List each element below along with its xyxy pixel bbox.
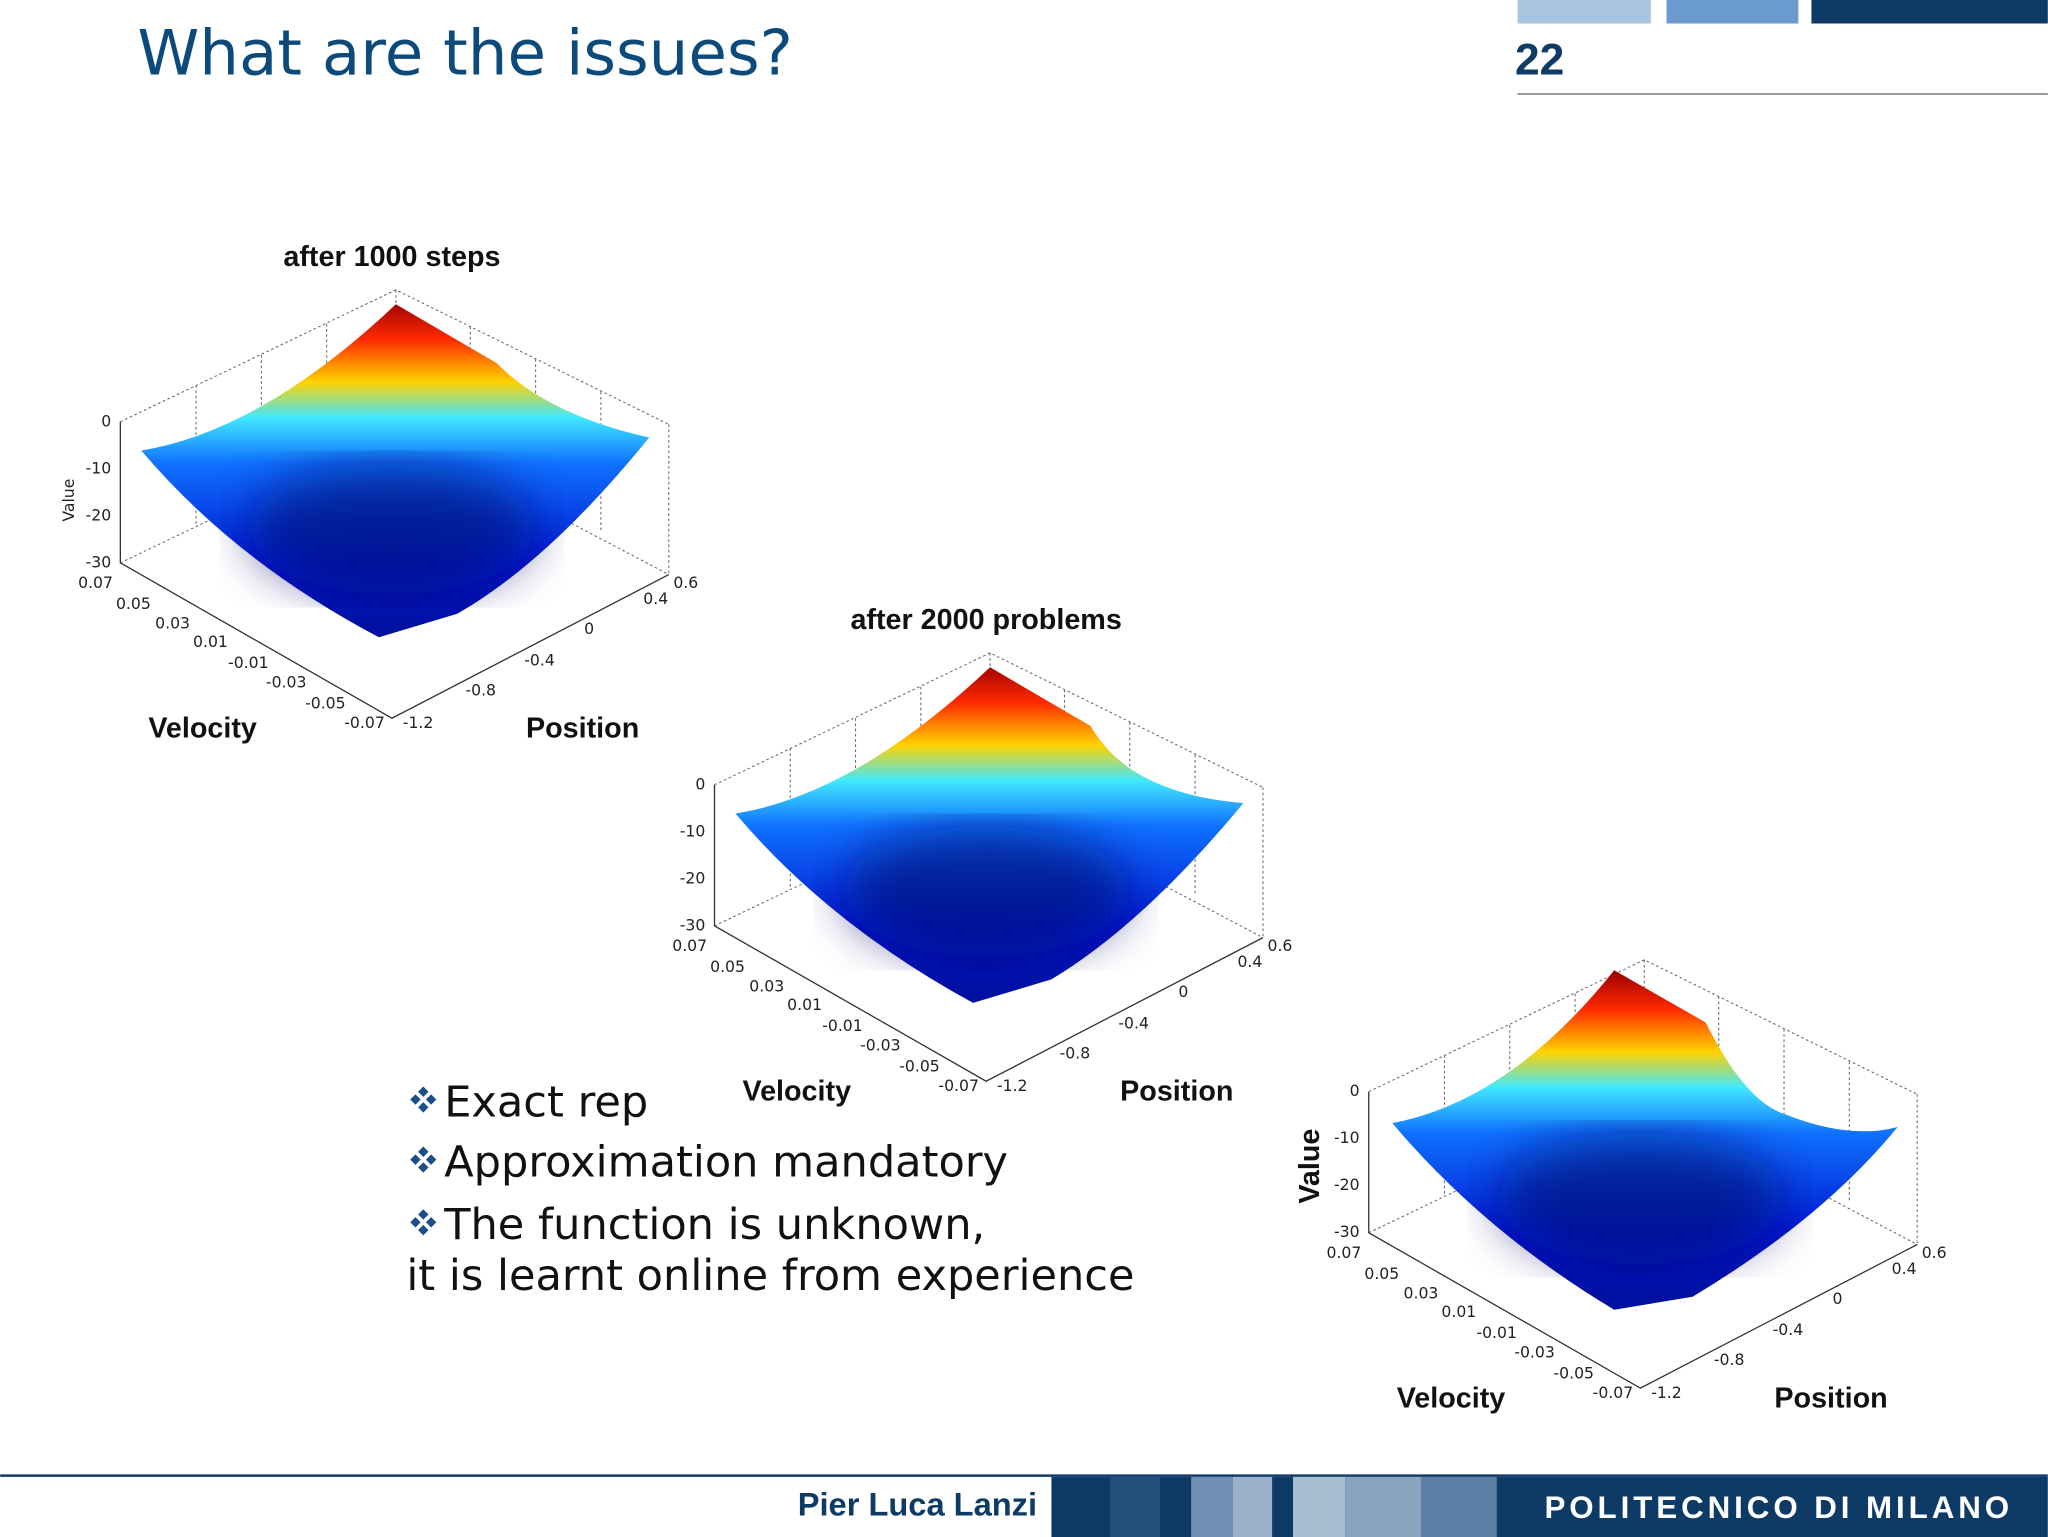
velocity-tick-label: -0.07 <box>344 713 385 732</box>
surface-shade <box>842 826 1130 958</box>
position-tick-label: -0.4 <box>1773 1320 1804 1339</box>
velocity-tick-label: 0.01 <box>193 632 228 651</box>
position-tick-label: 0 <box>584 619 594 638</box>
value-tick-label: -30 <box>1334 1222 1360 1241</box>
position-tick-label: 0.4 <box>1237 952 1262 971</box>
velocity-tick-label: -0.05 <box>1554 1363 1595 1382</box>
value-tick-label: 0 <box>695 774 705 793</box>
velocity-tick-label: 0.01 <box>1441 1302 1476 1321</box>
surface-plot: after 2000 problems0-10-20-300.070.050.0… <box>672 604 1292 1107</box>
bullet-icon <box>410 1086 437 1113</box>
plot-axes <box>1368 1091 1918 1389</box>
value-tick-label: -20 <box>86 505 112 524</box>
value-tick-label: -10 <box>86 458 112 477</box>
velocity-tick-label: -0.05 <box>899 1056 940 1075</box>
footer-stripe <box>1232 1476 1273 1537</box>
position-tick-label: -1.2 <box>1651 1383 1682 1402</box>
position-tick-label: 0.6 <box>673 573 698 592</box>
velocity-tick-label: 0.05 <box>116 594 151 613</box>
velocity-tick-label: 0.01 <box>787 995 822 1014</box>
value-tick-label: 0 <box>1350 1081 1360 1100</box>
velocity-tick-label: -0.03 <box>860 1035 901 1054</box>
position-tick-label: -1.2 <box>403 713 434 732</box>
velocity-tick-label: -0.07 <box>1593 1383 1634 1402</box>
velocity-tick-label: 0.03 <box>155 614 190 633</box>
velocity-tick-label: -0.01 <box>228 653 269 672</box>
position-tick-label: 0.4 <box>1892 1259 1917 1278</box>
bullet-list: Exact rep Approximation mandatory The fu… <box>406 1077 1134 1301</box>
surface-shade <box>1496 1133 1785 1265</box>
velocity-axis-label: Velocity <box>148 713 257 745</box>
surface-plot: 0 -10 -20 -30 0.070.05 0.030.01-0.01-0.03 -0.0… <box>1294 959 1947 1414</box>
bullet-text: Approximation mandatory <box>444 1137 1008 1187</box>
bullet-icon <box>410 1146 437 1173</box>
velocity-tick-label: 0.05 <box>710 957 745 976</box>
velocity-tick-label: -0.03 <box>266 672 307 691</box>
value-tick-label: -10 <box>1334 1128 1360 1147</box>
header-bar <box>1666 0 1799 24</box>
position-tick-label: 0.6 <box>1922 1243 1947 1262</box>
position-tick-label: 0 <box>1178 982 1188 1001</box>
position-tick-label: 0.6 <box>1267 936 1292 955</box>
value-axis-label: Value <box>59 479 78 522</box>
footer-institution: POLITECNICO DI MILANO <box>1544 1490 2013 1525</box>
footer-stripe <box>1191 1476 1233 1537</box>
velocity-tick-label: 0.07 <box>672 936 707 955</box>
velocity-tick-label: -0.07 <box>938 1076 979 1095</box>
position-axis-label: Position <box>1774 1382 1887 1414</box>
value-tick-label: -30 <box>86 552 112 571</box>
velocity-tick-label: -0.01 <box>1476 1323 1517 1342</box>
velocity-tick-label: 0.05 <box>1364 1264 1399 1283</box>
page-number: 22 <box>1515 35 1564 84</box>
footer-band: POLITECNICO DI MILANO <box>1051 1476 2048 1537</box>
position-axis-label: Position <box>526 713 639 745</box>
plot-title: after 1000 steps <box>283 241 500 273</box>
plots: after 1000 steps0-10-20-300.070.050.030.… <box>59 241 1947 1414</box>
footer-author: Pier Luca Lanzi <box>798 1486 1037 1523</box>
velocity-tick-label: 0.03 <box>1404 1284 1439 1303</box>
position-tick-label: -0.4 <box>1118 1013 1149 1032</box>
bullet-icon <box>410 1209 437 1236</box>
value-axis-label: Value <box>1294 1129 1326 1204</box>
value-tick-label: -20 <box>680 868 706 887</box>
bullet-text: Exact rep <box>444 1077 648 1127</box>
position-tick-label: -0.8 <box>465 680 496 699</box>
position-tick-label: -0.8 <box>1060 1043 1091 1062</box>
slide-title: What are the issues? <box>137 17 793 90</box>
bullet-icons <box>410 1086 437 1236</box>
header-bar <box>1517 0 1651 24</box>
surface-plot: after 1000 steps0-10-20-300.070.050.030.… <box>59 241 698 744</box>
value-tick-label: -20 <box>1334 1175 1360 1194</box>
plot-title: after 2000 problems <box>850 604 1121 636</box>
velocity-tick-label: -0.01 <box>822 1016 863 1035</box>
footer-stripe <box>1420 1476 1497 1537</box>
footer-stripe <box>1110 1476 1160 1537</box>
bullet-text: The function is unknown, <box>443 1200 985 1250</box>
plot-axes <box>119 421 670 719</box>
value-tick-label: 0 <box>101 411 111 430</box>
velocity-tick-label: 0.07 <box>78 573 113 592</box>
footer-stripe <box>1293 1476 1346 1537</box>
velocity-tick-label: 0.07 <box>1326 1243 1361 1262</box>
velocity-tick-label: 0.03 <box>749 977 784 996</box>
position-tick-label: -0.8 <box>1714 1350 1745 1369</box>
velocity-tick-label: -0.05 <box>305 693 346 712</box>
velocity-axis-label: Velocity <box>742 1076 851 1108</box>
velocity-tick-label: -0.03 <box>1514 1342 1555 1361</box>
footer-stripe <box>1345 1476 1421 1537</box>
position-tick-label: 0 <box>1833 1289 1843 1308</box>
value-tick-label: -10 <box>680 821 706 840</box>
position-tick-label: -0.4 <box>524 650 555 669</box>
velocity-axis-label: Velocity <box>1397 1382 1506 1414</box>
position-tick-label: -1.2 <box>997 1076 1028 1095</box>
header-bar <box>1811 0 2048 24</box>
surface-shade <box>248 463 536 595</box>
position-axis-label: Position <box>1120 1076 1233 1108</box>
position-tick-label: 0.4 <box>643 589 668 608</box>
bullet-text: it is learnt online from experience <box>406 1251 1134 1301</box>
plot-axes <box>713 784 1264 1082</box>
value-tick-label: -30 <box>680 915 706 934</box>
